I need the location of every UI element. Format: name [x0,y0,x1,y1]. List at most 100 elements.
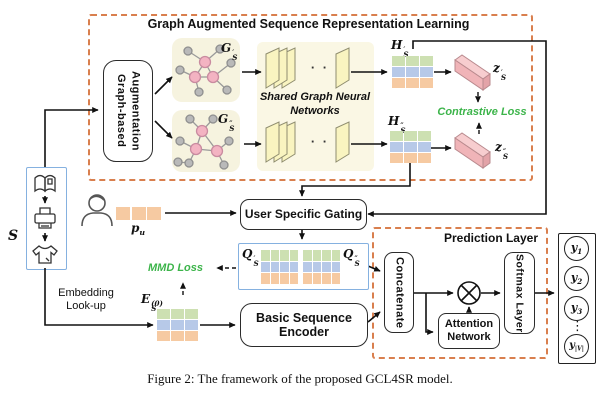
cell [289,261,298,272]
cell [322,261,331,272]
cell [280,273,289,284]
cell [322,273,331,284]
tshirt-icon [32,245,58,264]
cell [157,309,170,319]
gnn-caption-line1: Shared Graph Neural [259,91,371,103]
pu-bar [116,207,161,220]
cell [185,320,198,330]
cell [390,142,403,152]
output-vdots: ⋮ [571,319,584,334]
cell [261,250,270,261]
graph-based-augmentation-box: Graph-based Augmentation [103,60,153,162]
gnn-caption-line2: Networks [290,104,340,117]
line-seq-to-embedding [44,268,154,328]
z2-bar [454,132,491,169]
cell [406,67,419,77]
cell [322,250,331,261]
cell [171,320,184,330]
basic-sequence-encoder-box: Basic Sequence Encoder [240,303,368,347]
cell [312,250,321,261]
cell [331,250,340,261]
q1-grid [261,250,298,284]
cell [420,78,433,88]
augmentation-label-line2: Augmentation [129,71,142,151]
prediction-layer-title: Prediction Layer [443,231,538,245]
pu-label: pu [131,221,146,238]
graph1-label: G ′ S [221,41,238,63]
output-y2: y2 [564,266,589,291]
concatenate-box: Concatenate [384,252,414,333]
cell [392,78,405,88]
z1-bar [454,54,491,91]
cell [392,56,405,66]
arrow-encoder-to-concat [367,311,381,323]
cell [303,261,312,272]
z1-label: z ′ S [493,61,507,83]
cell [390,131,403,141]
cell [171,331,184,341]
h1-label: H ′ S [391,38,409,60]
cell [331,273,340,284]
user-specific-gating-box: User Specific Gating [240,199,367,230]
cell [312,273,321,284]
q2-grid [303,250,340,284]
cell [157,320,170,330]
graph2-label: G ″ S [218,112,235,134]
cell [171,309,184,319]
attention-network-box: Attention Network [438,313,500,349]
cell [406,78,419,88]
cell [280,250,289,261]
cell [147,207,161,220]
arrow-aug-to-graph2 [154,120,173,139]
cell [270,273,279,284]
arrow-seq-to-augmentation [44,107,99,167]
cell [404,131,417,141]
cell [303,250,312,261]
arrow-q-to-concat [367,265,381,272]
cell [270,261,279,272]
softmax-layer-box: Softmax Layer [504,252,535,334]
cell [289,273,298,284]
gnn-caption: Shared Graph Neural Networks [256,91,374,119]
h2-grid [390,131,431,163]
cell [303,273,312,284]
session-graph-2 [173,114,234,170]
cell [185,331,198,341]
figure-caption: Figure 2: The framework of the proposed … [147,371,453,386]
e0-label: E (0) S [141,292,163,314]
user-icon [81,194,113,227]
output-y3: y3 [564,296,589,321]
cell [270,250,279,261]
cell [404,142,417,152]
h1-grid [392,56,433,88]
arrow-concat-to-attention [425,293,434,335]
embedding-lookup-label: Embedding Look-up [58,287,114,313]
cell [185,309,198,319]
cell [280,261,289,272]
gnn-stack-top [265,47,350,89]
cell [131,207,146,220]
stack-dots-top: · · [310,60,330,75]
sequence-items-box [26,167,67,270]
arrow-aug-to-graph1 [154,76,173,95]
cell [392,67,405,77]
elementwise-product-icon [457,281,481,305]
cell [418,131,431,141]
z2-label: z ″ S [495,140,509,162]
cell [157,331,170,341]
mmd-loss-label: MMD Loss [148,262,203,274]
cell [404,153,417,163]
stack-dots-bottom: · · [310,134,330,149]
line-h1-route-to-gating [367,40,547,217]
cell [418,153,431,163]
printer-icon [34,207,56,229]
arrows [42,40,555,335]
e0-grid [157,309,198,341]
line-h2-route-to-gating [299,163,411,197]
contrastive-loss-label: Contrastive Loss [437,106,527,118]
cell [420,56,433,66]
cell [261,261,270,272]
h2-label: H ″ S [388,114,406,136]
